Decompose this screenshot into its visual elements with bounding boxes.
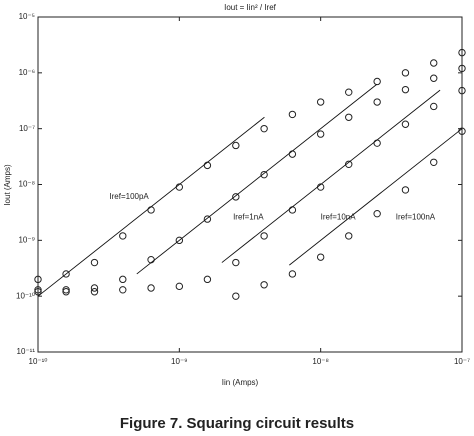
annotation: Iref=100nA: [396, 212, 436, 221]
data-point: [34, 275, 42, 284]
fit-line: [221, 89, 441, 263]
data-point: [345, 113, 353, 121]
y-axis-label: Iout (Amps): [3, 164, 12, 206]
data-point: [316, 98, 325, 106]
data-point: [232, 193, 240, 201]
data-point: [203, 275, 212, 284]
x-axis-label: Iin (Amps): [222, 378, 259, 387]
x-tick-label: 10⁻⁸: [312, 357, 329, 366]
data-point: [373, 209, 381, 218]
data-point: [401, 186, 410, 194]
fit-line: [289, 128, 463, 266]
caption: Figure 7. Squaring circuit results: [120, 415, 354, 432]
y-tick-label: 10⁻⁶: [19, 68, 35, 77]
data-point: [288, 110, 297, 119]
data-point: [373, 98, 381, 106]
data-point: [401, 69, 410, 77]
fit-line: [37, 116, 265, 297]
data-point: [260, 170, 268, 179]
data-point: [458, 48, 466, 57]
data-point: [458, 86, 466, 95]
data-point: [345, 88, 353, 96]
fit-line: [136, 83, 378, 275]
data-point: [34, 286, 42, 294]
data-point: [175, 236, 184, 245]
annotation: Iref=100pA: [109, 192, 149, 201]
data-point: [401, 120, 410, 128]
data-point: [147, 284, 155, 292]
data-point: [232, 141, 240, 150]
data-point: [401, 85, 410, 94]
x-tick-label: 10⁻⁷: [454, 357, 470, 366]
data-point: [260, 232, 268, 240]
data-point: [34, 288, 42, 296]
y-tick-label: 10⁻¹⁰: [16, 291, 35, 300]
data-point: [147, 206, 155, 214]
data-point: [62, 286, 70, 294]
data-point: [430, 74, 438, 82]
data-point: [345, 232, 353, 240]
y-tick-label: 10⁻¹¹: [17, 347, 36, 356]
data-point: [119, 275, 127, 284]
data-point: [373, 139, 381, 147]
x-tick-label: 10⁻⁹: [171, 357, 188, 366]
data-point: [203, 215, 212, 223]
data-point: [288, 150, 297, 158]
data-point: [430, 102, 438, 111]
y-tick-label: 10⁻⁸: [19, 180, 36, 189]
data-point: [147, 255, 155, 264]
data-point: [90, 258, 99, 267]
data-point: [203, 161, 212, 170]
data-point: [119, 286, 127, 294]
data-point: [119, 232, 127, 240]
y-tick-label: 10⁻⁷: [19, 124, 35, 133]
data-point: [232, 258, 240, 267]
data-point: [316, 253, 325, 261]
annotation: Iref=10nA: [321, 212, 357, 221]
data-point: [430, 59, 438, 67]
chart-title: Iout = Iin² / Iref: [224, 3, 277, 12]
data-point: [90, 288, 99, 296]
y-tick-label: 10⁻⁵: [19, 12, 35, 21]
data-point: [316, 130, 325, 138]
data-point: [430, 158, 438, 166]
data-point: [62, 270, 70, 278]
y-tick-label: 10⁻⁹: [18, 235, 35, 244]
data-point: [232, 292, 240, 300]
annotation: Iref=1nA: [233, 212, 264, 221]
data-point: [260, 124, 268, 133]
data-point: [90, 284, 99, 292]
data-point: [288, 270, 297, 278]
data-point: [458, 64, 466, 73]
data-point: [288, 206, 297, 214]
data-point: [62, 288, 70, 296]
x-tick-label: 10⁻¹⁰: [29, 357, 48, 366]
data-point: [175, 282, 184, 291]
data-point: [260, 281, 268, 289]
data-point: [373, 77, 381, 86]
